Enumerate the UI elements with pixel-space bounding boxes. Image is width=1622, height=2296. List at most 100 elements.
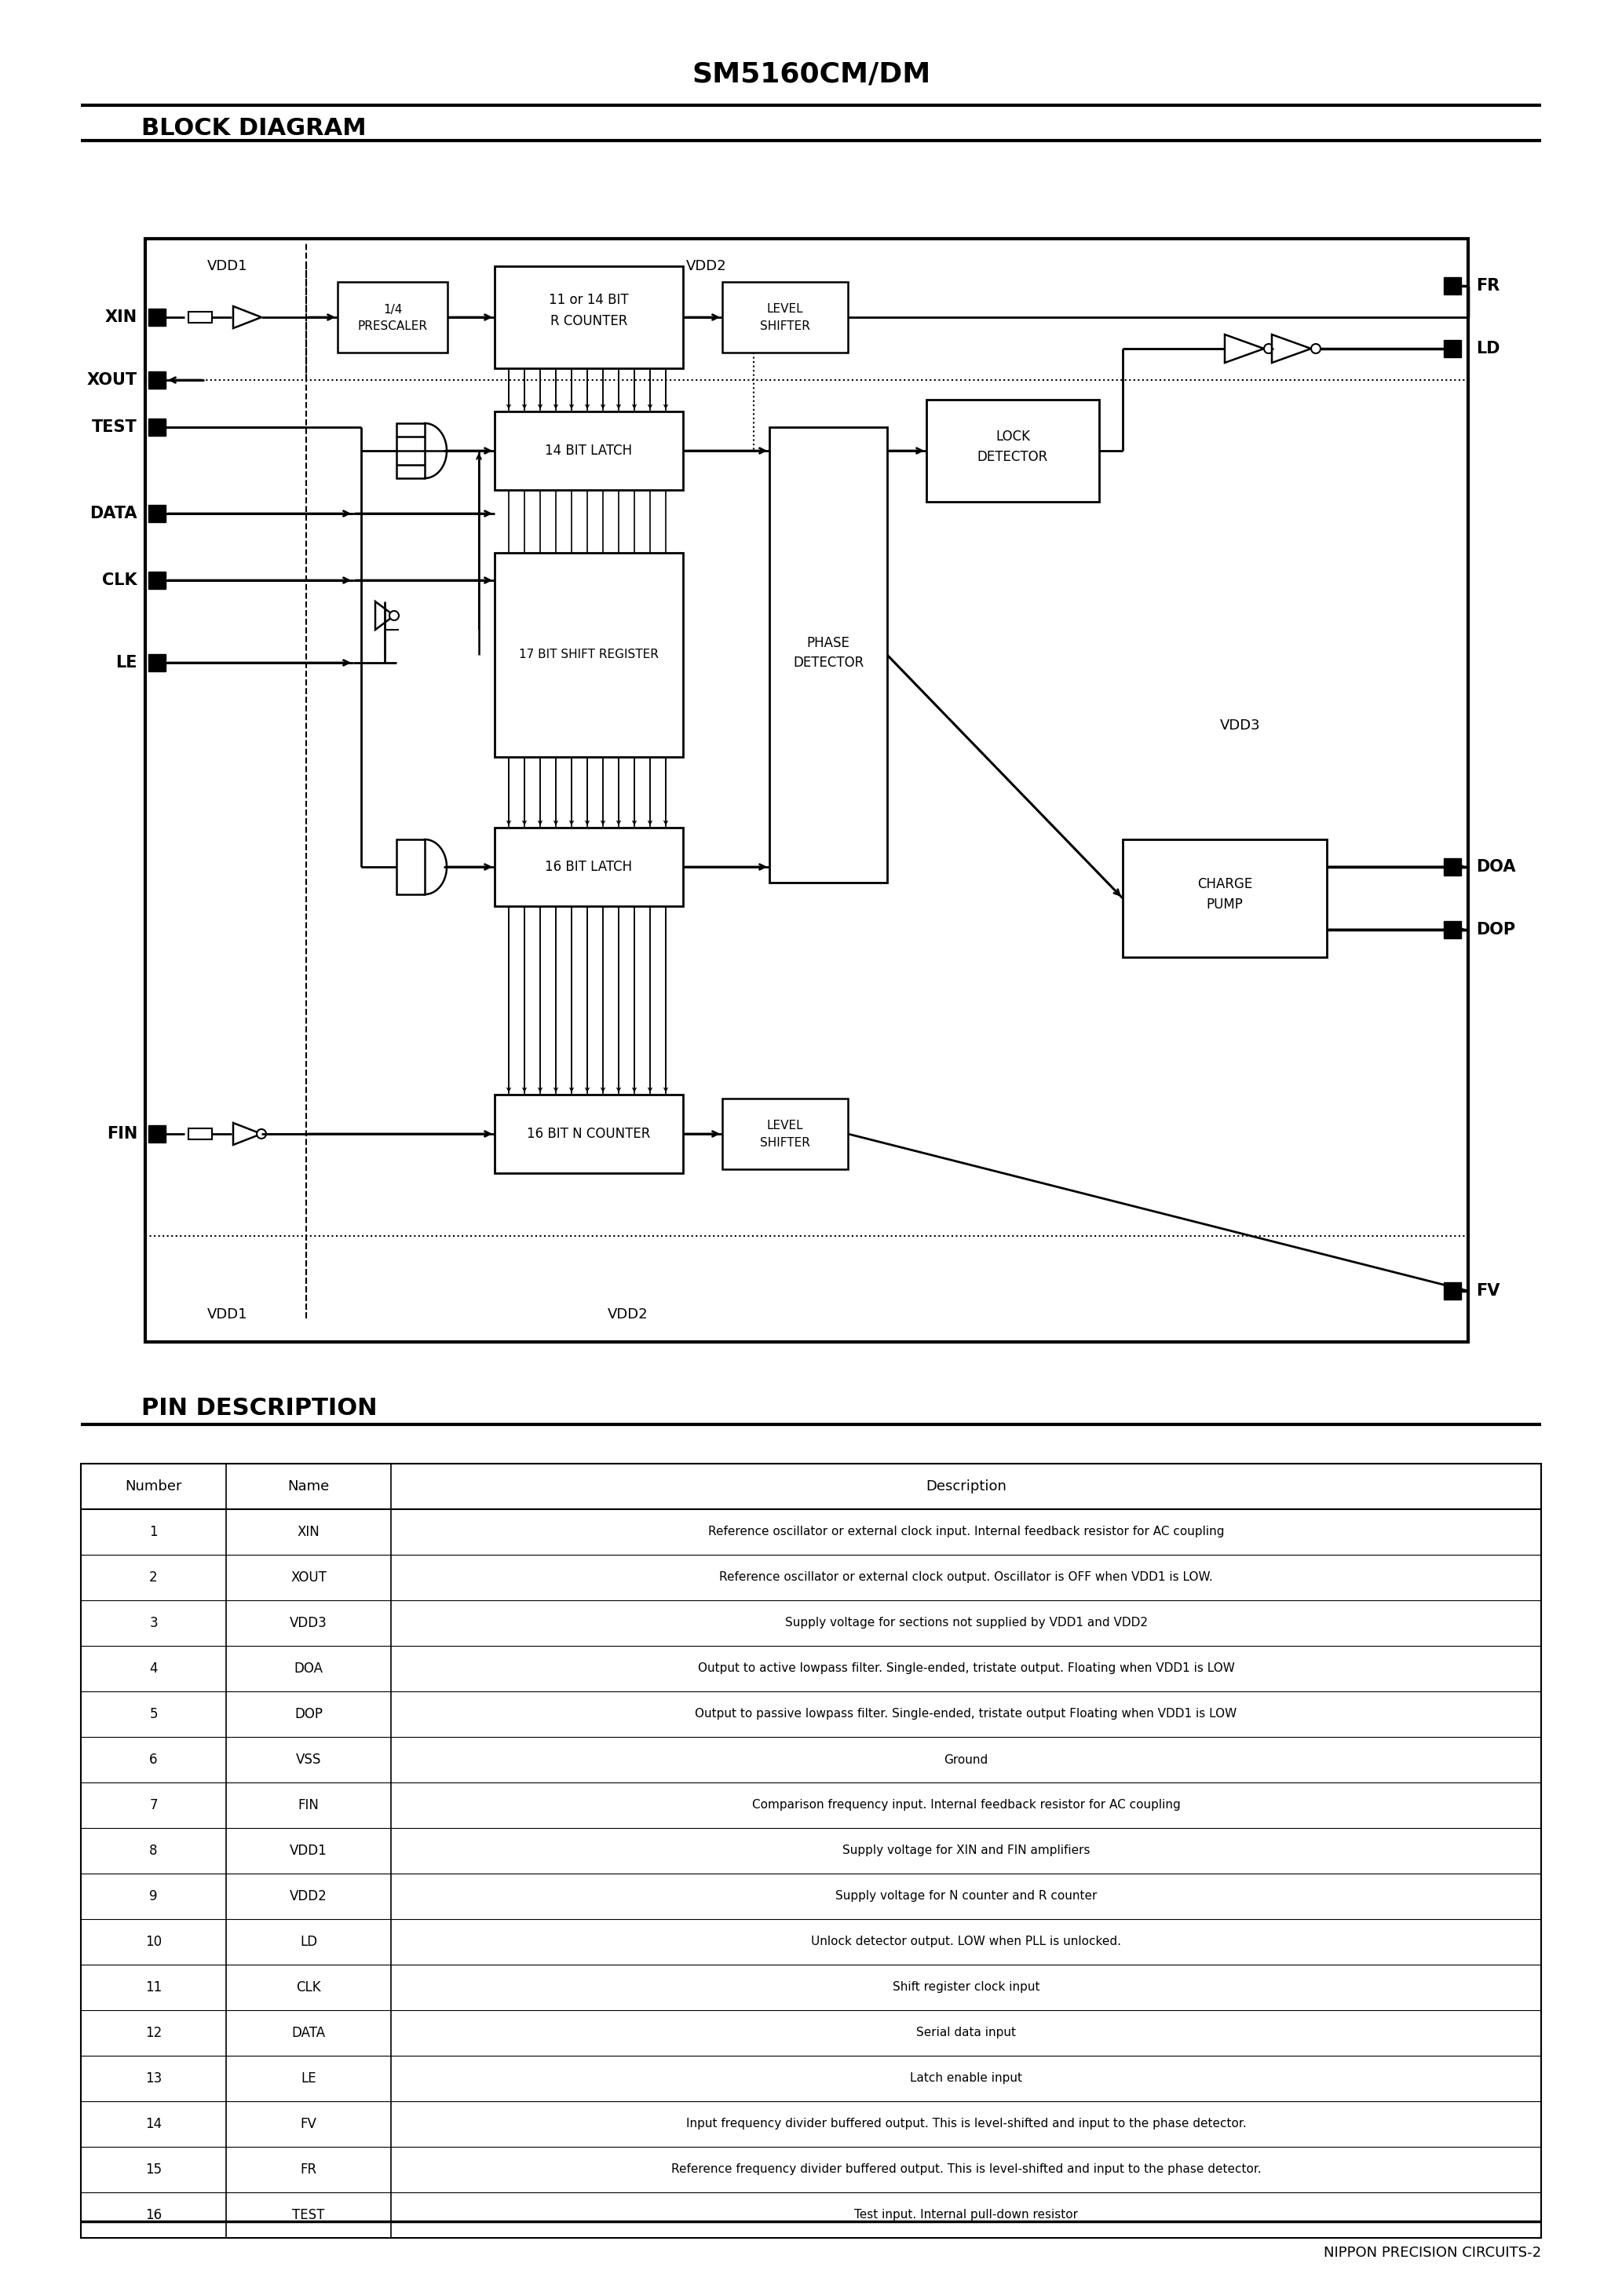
Bar [495, 553, 683, 758]
Text: Serial data input: Serial data input [916, 2027, 1015, 2039]
Text: FV: FV [1476, 1283, 1500, 1300]
Text: FR: FR [1476, 278, 1500, 294]
Text: Output to passive lowpass filter. Single-ended, tristate output Floating when VD: Output to passive lowpass filter. Single… [696, 1708, 1238, 1720]
Bar [1122, 840, 1327, 957]
Text: 8: 8 [149, 1844, 157, 1857]
Polygon shape [375, 602, 394, 629]
Text: 10: 10 [146, 1936, 162, 1949]
Text: 13: 13 [144, 2071, 162, 2085]
Text: VDD1: VDD1 [208, 259, 248, 273]
Text: VSS: VSS [295, 1752, 321, 1766]
Polygon shape [1225, 335, 1264, 363]
Text: Input frequency divider buffered output. This is level-shifted and input to the : Input frequency divider buffered output.… [686, 2119, 1246, 2131]
Text: LD: LD [1476, 340, 1500, 356]
Polygon shape [1272, 335, 1311, 363]
Text: 3: 3 [149, 1616, 157, 1630]
Text: DATA: DATA [292, 2025, 326, 2041]
Text: VDD3: VDD3 [1220, 719, 1260, 732]
Text: 1: 1 [149, 1525, 157, 1538]
Bar [81, 1463, 1541, 2239]
Bar [148, 372, 165, 388]
Bar [148, 505, 165, 521]
Text: Reference frequency divider buffered output. This is level-shifted and input to : Reference frequency divider buffered out… [672, 2163, 1262, 2177]
Bar [1444, 278, 1461, 294]
Bar [148, 308, 165, 326]
Text: DOP: DOP [295, 1708, 323, 1722]
Text: VDD1: VDD1 [208, 1306, 248, 1322]
Text: SHIFTER: SHIFTER [761, 1137, 809, 1150]
Text: Ground: Ground [944, 1754, 988, 1766]
Text: XOUT: XOUT [290, 1570, 326, 1584]
Text: 17 BIT SHIFT REGISTER: 17 BIT SHIFT REGISTER [519, 650, 659, 661]
Text: VDD2: VDD2 [608, 1306, 649, 1322]
Text: CLK: CLK [297, 1981, 321, 1995]
Text: 5: 5 [149, 1708, 157, 1722]
Text: LEVEL: LEVEL [767, 1120, 803, 1132]
Text: FIN: FIN [107, 1125, 138, 1141]
Text: SHIFTER: SHIFTER [761, 321, 809, 333]
Text: DOA: DOA [1476, 859, 1515, 875]
Text: DETECTOR: DETECTOR [978, 450, 1048, 464]
Bar [396, 422, 425, 478]
Polygon shape [234, 1123, 261, 1146]
Bar [769, 427, 887, 882]
Circle shape [1264, 344, 1273, 354]
Bar [1444, 921, 1461, 939]
Bar [926, 400, 1100, 503]
Text: Supply voltage for sections not supplied by VDD1 and VDD2: Supply voltage for sections not supplied… [785, 1616, 1147, 1628]
Text: 12: 12 [144, 2025, 162, 2041]
Text: 4: 4 [149, 1662, 157, 1676]
Text: PHASE: PHASE [806, 636, 850, 650]
Circle shape [389, 611, 399, 620]
Bar [495, 411, 683, 489]
Text: Supply voltage for N counter and R counter: Supply voltage for N counter and R count… [835, 1890, 1096, 1901]
Text: VDD1: VDD1 [290, 1844, 328, 1857]
Text: BLOCK DIAGRAM: BLOCK DIAGRAM [141, 117, 367, 140]
Text: PRESCALER: PRESCALER [357, 321, 428, 333]
Bar [722, 1097, 848, 1169]
Text: Comparison frequency input. Internal feedback resistor for AC coupling: Comparison frequency input. Internal fee… [753, 1800, 1181, 1812]
Text: CLK: CLK [102, 572, 138, 588]
Text: R COUNTER: R COUNTER [550, 315, 628, 328]
Text: XOUT: XOUT [88, 372, 138, 388]
Bar [1444, 340, 1461, 358]
Bar [148, 572, 165, 588]
Text: 6: 6 [149, 1752, 157, 1766]
Text: PIN DESCRIPTION: PIN DESCRIPTION [141, 1398, 378, 1421]
Bar [495, 266, 683, 367]
Text: Name: Name [287, 1479, 329, 1492]
Circle shape [1311, 344, 1320, 354]
Bar [1444, 859, 1461, 875]
Text: VDD2: VDD2 [686, 259, 727, 273]
Bar [188, 1127, 212, 1139]
Text: TEST: TEST [92, 420, 138, 434]
Text: 16: 16 [146, 2209, 162, 2223]
Text: 15: 15 [146, 2163, 162, 2177]
Text: Output to active lowpass filter. Single-ended, tristate output. Floating when VD: Output to active lowpass filter. Single-… [697, 1662, 1234, 1674]
Text: DETECTOR: DETECTOR [793, 657, 863, 670]
Text: Supply voltage for XIN and FIN amplifiers: Supply voltage for XIN and FIN amplifier… [842, 1846, 1090, 1857]
Bar [396, 840, 425, 895]
Text: 2: 2 [149, 1570, 157, 1584]
Text: 14: 14 [146, 2117, 162, 2131]
Text: VDD2: VDD2 [290, 1890, 328, 1903]
Text: Description: Description [926, 1479, 1006, 1492]
Text: VDD3: VDD3 [290, 1616, 328, 1630]
Text: DOA: DOA [294, 1662, 323, 1676]
Text: 11: 11 [144, 1981, 162, 1995]
Bar [722, 282, 848, 354]
Text: Latch enable input: Latch enable input [910, 2073, 1022, 2085]
Bar [495, 1095, 683, 1173]
Bar [148, 654, 165, 670]
Circle shape [256, 1130, 266, 1139]
Text: Shift register clock input: Shift register clock input [892, 1981, 1040, 1993]
Text: TEST: TEST [292, 2209, 324, 2223]
Text: 9: 9 [149, 1890, 157, 1903]
Text: XIN: XIN [297, 1525, 320, 1538]
Bar [495, 827, 683, 907]
Bar [188, 312, 212, 324]
Text: XIN: XIN [105, 310, 138, 326]
Text: FR: FR [300, 2163, 316, 2177]
Bar [337, 282, 448, 354]
Text: SM5160CM/DM: SM5160CM/DM [691, 60, 931, 87]
